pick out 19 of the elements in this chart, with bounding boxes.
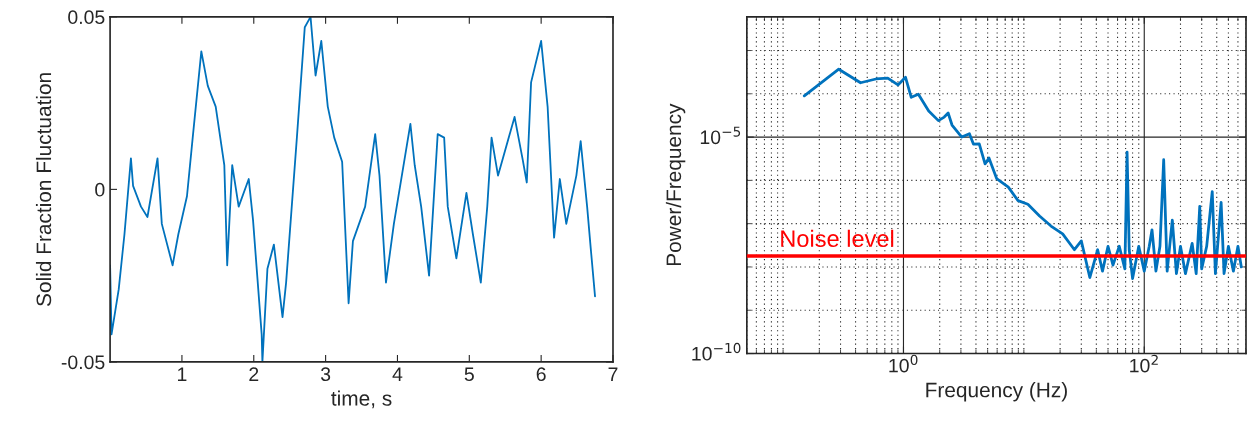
x-axis-title: Frequency (Hz) [926, 382, 1067, 402]
x-tick-label: 6 [536, 367, 546, 382]
y-axis-title: Power/Frequency [665, 103, 686, 266]
y-tick-label: 10$^{−5}$ [700, 126, 741, 145]
y-tick-label: 0 [95, 182, 105, 197]
ref-line-label: Noise level [781, 229, 894, 248]
x-tick-label: 4 [392, 367, 403, 381]
x-tick-label: 10$^{0}$ [889, 354, 918, 373]
y-tick-label: 0.05 [68, 10, 105, 25]
x-tick-label: 1 [178, 367, 187, 381]
y-tick-label: 10$^{−10}$ [692, 342, 741, 361]
x-axis-title: time, s [331, 390, 392, 409]
x-tick-label: 3 [320, 367, 331, 382]
x-tick-label: 2 [249, 367, 259, 381]
x-tick-label: 10$^{2}$ [1130, 354, 1158, 373]
x-tick-label: 5 [464, 367, 474, 382]
y-tick-label: -0.05 [61, 355, 105, 370]
x-tick-label: 7 [608, 367, 618, 381]
y-axis-title: Solid Fraction Fluctuation [35, 73, 52, 306]
